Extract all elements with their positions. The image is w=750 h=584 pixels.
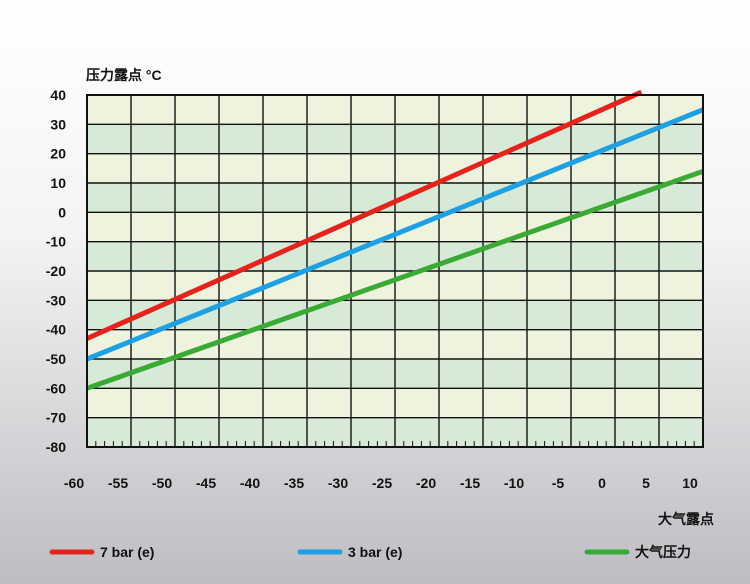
series-line-2 bbox=[86, 107, 704, 362]
series-line-3 bbox=[86, 168, 704, 391]
legend-label-3: 大气压力 bbox=[635, 544, 691, 560]
y-axis-title: 压力露点 °C bbox=[86, 67, 162, 83]
series-lines bbox=[85, 89, 704, 391]
y-tick-label: 20 bbox=[50, 146, 66, 162]
x-tick-label: -55 bbox=[108, 475, 128, 491]
x-tick-label: -35 bbox=[284, 475, 304, 491]
x-tick-label: 0 bbox=[598, 475, 606, 491]
y-tick-label: 30 bbox=[50, 116, 66, 132]
x-axis-title: 大气露点 bbox=[658, 511, 714, 527]
y-tick-label: -60 bbox=[46, 380, 66, 396]
x-tick-label: -20 bbox=[416, 475, 436, 491]
x-tick-label: -10 bbox=[504, 475, 524, 491]
y-tick-label: -10 bbox=[46, 234, 66, 250]
y-tick-label: 0 bbox=[58, 204, 66, 220]
legend-label-2: 3 bar (e) bbox=[348, 544, 402, 560]
y-tick-label: -80 bbox=[46, 439, 66, 455]
legend: 7 bar (e) 3 bar (e) 大气压力 bbox=[49, 544, 691, 560]
legend-label-1: 7 bar (e) bbox=[100, 544, 154, 560]
y-tick-label: -30 bbox=[46, 292, 66, 308]
plot-frame bbox=[86, 94, 704, 448]
x-tick-label: -5 bbox=[552, 475, 565, 491]
x-tick-label: -45 bbox=[196, 475, 216, 491]
y-tick-label: 40 bbox=[50, 87, 66, 103]
x-tick-label: -60 bbox=[64, 475, 84, 491]
x-tick-labels: -60 -55 -50 -45 -40 -35 -30 -25 -20 -15 -10 -5 0 5 10 bbox=[64, 475, 698, 491]
x-tick-label: -50 bbox=[152, 475, 172, 491]
x-tick-label: -40 bbox=[240, 475, 260, 491]
y-tick-labels: 40 30 20 10 0 -10 -20 -30 -40 -50 -60 -70 -80 bbox=[46, 87, 66, 455]
y-tick-label: -20 bbox=[46, 263, 66, 279]
x-tick-label: -15 bbox=[460, 475, 480, 491]
series-line-1 bbox=[85, 89, 643, 341]
y-tick-label: -70 bbox=[46, 410, 66, 426]
y-tick-label: -50 bbox=[46, 351, 66, 367]
y-tick-label: 10 bbox=[50, 175, 66, 191]
x-tick-label: -25 bbox=[372, 475, 392, 491]
x-tick-label: 10 bbox=[682, 475, 698, 491]
y-tick-label: -40 bbox=[46, 322, 66, 338]
x-tick-label: 5 bbox=[642, 475, 650, 491]
x-tick-label: -30 bbox=[328, 475, 348, 491]
